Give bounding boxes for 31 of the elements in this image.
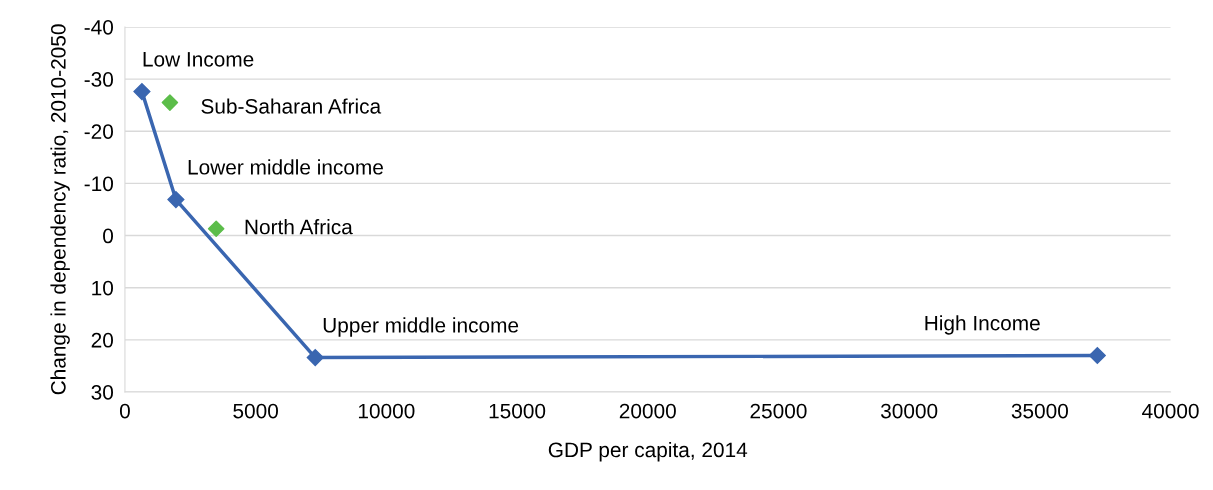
x-tick-label: 0: [119, 403, 130, 419]
point: [1088, 346, 1106, 365]
annotation: Lower middle income: [188, 159, 383, 175]
y-tick-label: 20: [91, 332, 114, 348]
x-tick-label: 10000: [358, 403, 415, 419]
x-axis-title: GDP per capita, 2014: [548, 441, 748, 462]
x-tick-label: 40000: [1142, 403, 1199, 419]
annotation: Low Income: [143, 52, 254, 67]
annotation: High Income: [925, 315, 1040, 335]
y-axis-title: Change in dependency ratio, 2010-2050: [50, 24, 70, 395]
x-tick-label: 35000: [1011, 403, 1068, 419]
point: [133, 83, 151, 101]
x-tick-label: 25000: [750, 403, 807, 419]
x-tick-label: 15000: [489, 403, 546, 419]
x-tick-label: 30000: [880, 403, 938, 419]
y-tick-label: -10: [84, 176, 114, 192]
y-tick-label: 0: [103, 228, 114, 244]
point: [306, 349, 324, 367]
y-tick-label: -30: [84, 72, 114, 87]
point: [167, 191, 185, 209]
annotation: North Africa: [245, 219, 353, 235]
y-tick-label: 30: [91, 385, 114, 400]
x-tick-label: 5000: [233, 403, 278, 419]
point: [207, 220, 225, 238]
annotation: Sub-Saharan Africa: [201, 98, 382, 114]
point: [161, 94, 179, 111]
y-tick-label: -40: [84, 19, 114, 35]
annotation: Upper middle income: [323, 317, 519, 337]
y-tick-label: 10: [92, 280, 114, 296]
y-tick-label: -20: [84, 124, 114, 139]
x-tick-label: 20000: [619, 403, 676, 419]
